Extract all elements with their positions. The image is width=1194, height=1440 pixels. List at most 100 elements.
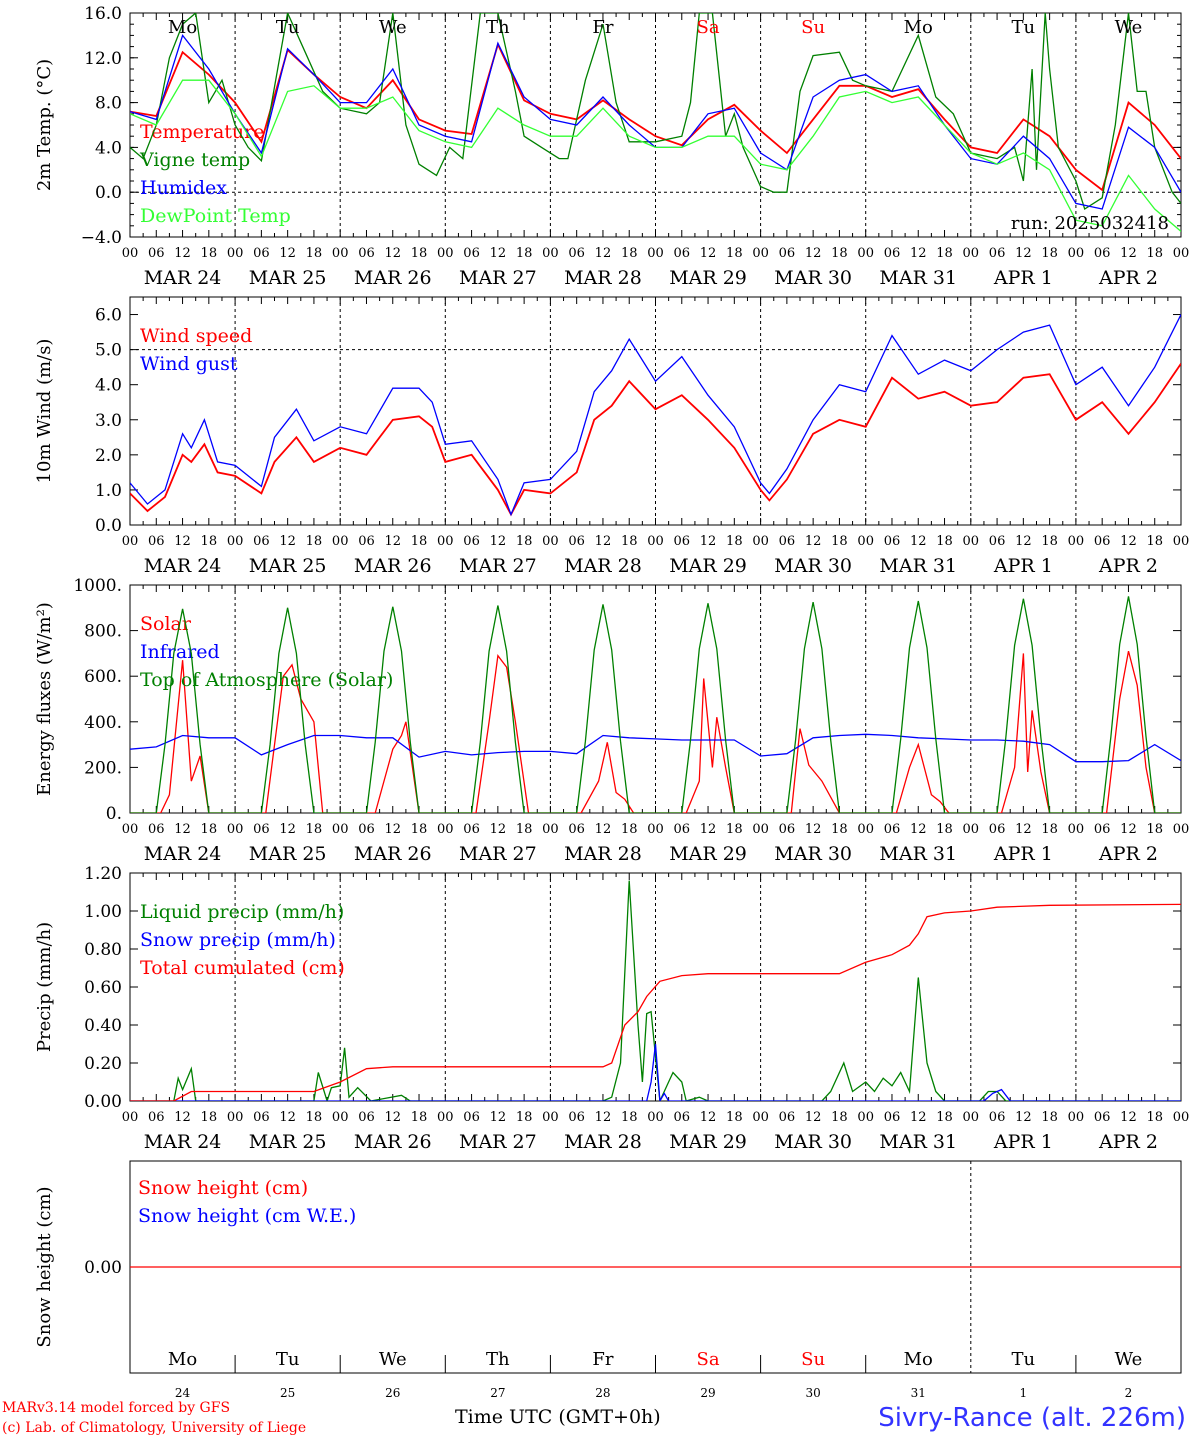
- energy-hour-label: 18: [1041, 822, 1058, 837]
- temp-weekday-label: Su: [801, 17, 825, 38]
- temp-hour-label: 00: [963, 246, 980, 261]
- wind-hour-label: 12: [1015, 534, 1032, 549]
- wind-hour-label: 00: [332, 534, 349, 549]
- wind-hour-label: 06: [1094, 534, 1111, 549]
- run-label: run: 2025032418: [1011, 213, 1169, 234]
- precip-hour-label: 18: [516, 1110, 533, 1125]
- wind-hour-label: 12: [384, 534, 401, 549]
- energy-date-label: MAR 31: [879, 843, 957, 865]
- temp-hour-label: 18: [1146, 246, 1163, 261]
- precip-hour-label: 06: [884, 1110, 901, 1125]
- energy-hour-label: 00: [857, 822, 874, 837]
- wind-hour-label: 00: [857, 534, 874, 549]
- energy-ytick-label: 1000.: [73, 576, 122, 596]
- temp-date-label: MAR 31: [879, 267, 957, 289]
- precip-ytick-label: 1.00: [84, 902, 122, 922]
- wind-hour-label: 06: [358, 534, 375, 549]
- snow-day-number: 24: [175, 1386, 191, 1400]
- temp-legend-entry: DewPoint Temp: [140, 205, 291, 227]
- temp-hour-label: 18: [726, 246, 743, 261]
- wind-hour-label: 00: [227, 534, 244, 549]
- precip-date-label: MAR 26: [354, 1131, 432, 1153]
- energy-hour-label: 18: [936, 822, 953, 837]
- temp-hour-label: 18: [1041, 246, 1058, 261]
- energy-hour-label: 06: [674, 822, 691, 837]
- snow-weekday-label: Mo: [904, 1349, 933, 1370]
- temp-weekday-label: Fr: [592, 17, 613, 38]
- temp-weekday-label: We: [1115, 17, 1143, 38]
- precip-hour-label: 12: [490, 1110, 507, 1125]
- energy-hour-label: 12: [174, 822, 191, 837]
- precip-date-label: MAR 29: [669, 1131, 747, 1153]
- precip-ytick-label: 0.60: [84, 978, 122, 998]
- snow-legend-entry: Snow height (cm W.E.): [138, 1205, 356, 1227]
- precip-hour-label: 12: [700, 1110, 717, 1125]
- energy-hour-label: 06: [358, 822, 375, 837]
- precip-hour-label: 00: [752, 1110, 769, 1125]
- energy-date-label: MAR 29: [669, 843, 747, 865]
- temp-weekday-label: We: [379, 17, 407, 38]
- wind-hour-label: 18: [201, 534, 218, 549]
- snow-weekday-label: Th: [486, 1349, 510, 1370]
- temp-hour-label: 12: [595, 246, 612, 261]
- precip-date-label: MAR 24: [144, 1131, 222, 1153]
- temp-weekday-label: Mo: [168, 17, 197, 38]
- precip-hour-label: 00: [1173, 1110, 1190, 1125]
- snow-day-number: 25: [280, 1386, 295, 1400]
- snow-day-number: 28: [595, 1386, 610, 1400]
- temp-date-label: MAR 29: [669, 267, 747, 289]
- wind-hour-label: 00: [647, 534, 664, 549]
- temp-weekday-label: Tu: [276, 17, 300, 38]
- temp-hour-label: 00: [437, 246, 454, 261]
- snow-day-number: 29: [700, 1386, 715, 1400]
- precip-hour-label: 12: [1015, 1110, 1032, 1125]
- wind-hour-label: 00: [437, 534, 454, 549]
- precip-date-label: MAR 25: [249, 1131, 327, 1153]
- precip-hour-label: 12: [595, 1110, 612, 1125]
- energy-date-label: APR 1: [993, 843, 1053, 865]
- energy-ytick-label: 600.: [84, 667, 122, 687]
- wind-legend-entry: Wind gust: [140, 353, 238, 375]
- energy-hour-label: 00: [122, 822, 139, 837]
- temp-date-label: APR 1: [993, 267, 1053, 289]
- precip-ytick-label: 1.20: [84, 864, 122, 884]
- temp-hour-label: 00: [647, 246, 664, 261]
- precip-hour-label: 06: [148, 1110, 165, 1125]
- snow-ytick-label: 0.00: [84, 1258, 122, 1278]
- precip-date-label: MAR 30: [774, 1131, 852, 1153]
- precip-hour-label: 00: [122, 1110, 139, 1125]
- snow-day-number: 31: [911, 1386, 926, 1400]
- wind-date-label: APR 1: [993, 555, 1053, 577]
- temp-hour-label: 18: [621, 246, 638, 261]
- wind-series-1-line: [130, 363, 1181, 517]
- temp-ylabel: 2m Temp. (°C): [34, 59, 55, 191]
- wind-hour-label: 06: [989, 534, 1006, 549]
- energy-hour-label: 06: [779, 822, 796, 837]
- energy-hour-label: 00: [542, 822, 559, 837]
- wind-hour-label: 12: [279, 534, 296, 549]
- temp-ytick-label: 8.0: [95, 94, 122, 114]
- wind-hour-label: 00: [963, 534, 980, 549]
- temp-date-label: MAR 27: [459, 267, 537, 289]
- snow-day-number: 26: [385, 1386, 400, 1400]
- wind-ytick-label: 5.0: [95, 341, 122, 361]
- temp-date-label: MAR 26: [354, 267, 432, 289]
- wind-ylabel: 10m Wind (m/s): [34, 339, 55, 484]
- wind-date-label: MAR 31: [879, 555, 957, 577]
- wind-date-label: MAR 29: [669, 555, 747, 577]
- energy-hour-label: 12: [910, 822, 927, 837]
- temp-legend-entry: Vigne temp: [139, 149, 250, 171]
- wind-hour-label: 12: [805, 534, 822, 549]
- precip-legend-entry: Liquid precip (mm/h): [140, 901, 344, 923]
- snow-weekday-label: Tu: [1012, 1349, 1036, 1370]
- precip-date-label: MAR 28: [564, 1131, 642, 1153]
- energy-hour-label: 00: [227, 822, 244, 837]
- energy-ytick-label: 800.: [84, 622, 122, 642]
- energy-date-label: MAR 27: [459, 843, 537, 865]
- temp-hour-label: 00: [227, 246, 244, 261]
- temp-hour-label: 06: [358, 246, 375, 261]
- energy-hour-label: 12: [384, 822, 401, 837]
- precip-date-label: APR 2: [1098, 1131, 1158, 1153]
- temp-date-label: MAR 30: [774, 267, 852, 289]
- energy-series-1-line: [130, 650, 1181, 813]
